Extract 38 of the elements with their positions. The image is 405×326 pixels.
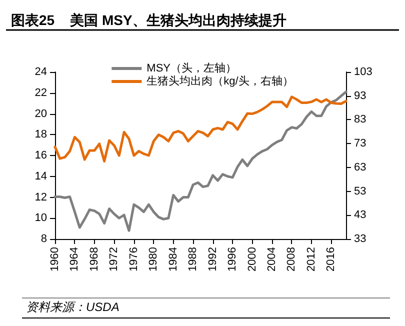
y2-tick-label: 33 bbox=[354, 233, 366, 245]
y-tick-label: 22 bbox=[34, 86, 47, 99]
x-tick-label: 2004 bbox=[266, 247, 278, 272]
y2-tick-label: 43 bbox=[354, 209, 366, 222]
line-series bbox=[54, 90, 348, 232]
x-tick-label: 1960 bbox=[49, 247, 61, 272]
x-tick-label: 1992 bbox=[206, 247, 219, 272]
legend-label: MSY（头，左轴） bbox=[146, 62, 237, 74]
x-tick-label: 1996 bbox=[226, 247, 239, 272]
x-tick-label: 2000 bbox=[246, 247, 258, 272]
x-tick-label: 2016 bbox=[325, 247, 338, 272]
x-tick-label: 1968 bbox=[88, 247, 100, 272]
x-tick-label: 2008 bbox=[286, 247, 298, 272]
y-tick-label: 24 bbox=[34, 66, 47, 78]
y2-tick-label: 63 bbox=[354, 161, 366, 174]
chart-title: 图表25 美国 MSY、生猪头均出肉持续提升 bbox=[11, 12, 286, 28]
x-tick-label: 1984 bbox=[167, 247, 180, 272]
y-tick-label: 14 bbox=[34, 170, 47, 182]
y2-tick-label: 93 bbox=[354, 90, 366, 102]
y2-tick-label: 83 bbox=[354, 114, 366, 126]
y2-tick-label: 73 bbox=[354, 138, 366, 150]
x-tick-label: 1988 bbox=[187, 247, 200, 272]
x-tick-label: 1964 bbox=[68, 247, 81, 272]
y-tick-label: 10 bbox=[34, 212, 47, 224]
y2-tick-label: 53 bbox=[354, 185, 366, 198]
y2-tick-label: 103 bbox=[354, 66, 372, 78]
y-tick-label: 12 bbox=[34, 191, 47, 204]
y-tick-label: 18 bbox=[34, 128, 47, 141]
y-tick-label: 16 bbox=[34, 150, 47, 162]
x-tick-label: 1976 bbox=[128, 247, 140, 272]
x-tick-label: 1972 bbox=[108, 247, 120, 272]
line-series bbox=[54, 96, 348, 162]
x-tick-label: 1980 bbox=[148, 247, 160, 272]
legend-label: 生猪头均出肉（kg/头，右轴） bbox=[146, 74, 294, 88]
y-tick-label: 8 bbox=[40, 233, 47, 245]
y-tick-label: 20 bbox=[34, 108, 47, 120]
x-tick-label: 2012 bbox=[305, 247, 318, 272]
text: 资料来源：USDA bbox=[26, 300, 120, 314]
